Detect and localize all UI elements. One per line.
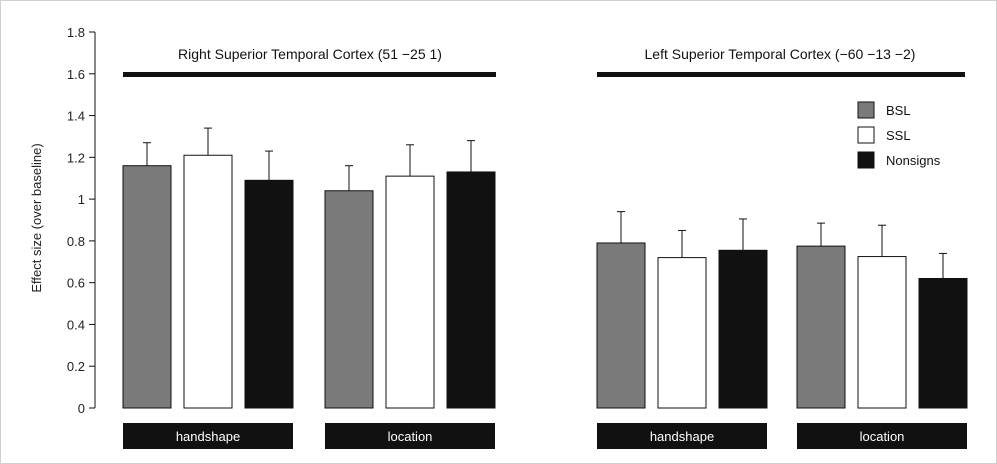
bar-ssl — [385, 175, 435, 409]
bar-group-handshape: handshape — [596, 211, 768, 449]
legend-swatch-ssl — [857, 126, 875, 144]
bar-ssl — [857, 256, 907, 409]
y-tick-label: 0.6 — [67, 276, 85, 291]
legend-swatch-nonsigns — [857, 151, 875, 169]
y-tick-label: 0 — [78, 401, 85, 416]
legend-label: Nonsigns — [886, 153, 941, 168]
category-label-box — [597, 423, 767, 449]
bar-ssl — [183, 154, 233, 409]
legend: BSL SSL Nonsigns — [857, 101, 941, 169]
bar-ssl — [657, 257, 707, 409]
bar-group-handshape: handshape — [122, 127, 294, 449]
bar-group-location: location — [324, 140, 496, 449]
panel-2: Left Superior Temporal Cortex (−60 −13 −… — [596, 46, 968, 449]
bar-bsl — [122, 165, 172, 409]
y-tick-label: 0.2 — [67, 359, 85, 374]
legend-swatch-bsl — [857, 101, 875, 119]
category-label: handshape — [176, 429, 240, 444]
category-label-box — [325, 423, 495, 449]
y-tick-label: 1.2 — [67, 150, 85, 165]
panel-1: Right Superior Temporal Cortex (51 −25 1… — [122, 46, 496, 449]
legend-label: BSL — [886, 103, 911, 118]
panel-title: Right Superior Temporal Cortex (51 −25 1… — [178, 46, 442, 62]
y-tick-label: 0.4 — [67, 317, 85, 332]
category-label: handshape — [650, 429, 714, 444]
bar-nonsigns — [244, 179, 294, 409]
y-axis: 0 0.2 0.4 0.6 0.8 1 1.2 1.4 1.6 1.8 — [67, 25, 96, 416]
panel-title-bar — [597, 72, 965, 77]
bar-nonsigns — [446, 171, 496, 409]
bar-bsl — [796, 245, 846, 409]
category-label: location — [860, 429, 905, 444]
category-label-box — [123, 423, 293, 449]
y-axis-label: Effect size (over baseline) — [29, 143, 44, 292]
panels: Right Superior Temporal Cortex (51 −25 1… — [122, 46, 968, 449]
bar-bsl — [596, 242, 646, 409]
y-tick-label: 1.8 — [67, 25, 85, 40]
y-tick-label: 1 — [78, 192, 85, 207]
panel-title: Left Superior Temporal Cortex (−60 −13 −… — [645, 46, 916, 62]
category-label: location — [388, 429, 433, 444]
panel-title-bar — [123, 72, 496, 77]
y-tick-label: 1.6 — [67, 67, 85, 82]
category-label-box — [797, 423, 967, 449]
legend-label: SSL — [886, 128, 911, 143]
y-tick-label: 0.8 — [67, 234, 85, 249]
y-tick-label: 1.4 — [67, 109, 85, 124]
bar-nonsigns — [918, 277, 968, 409]
bar-bsl — [324, 190, 374, 409]
bar-group-location: location — [796, 222, 968, 449]
bar-nonsigns — [718, 249, 768, 409]
